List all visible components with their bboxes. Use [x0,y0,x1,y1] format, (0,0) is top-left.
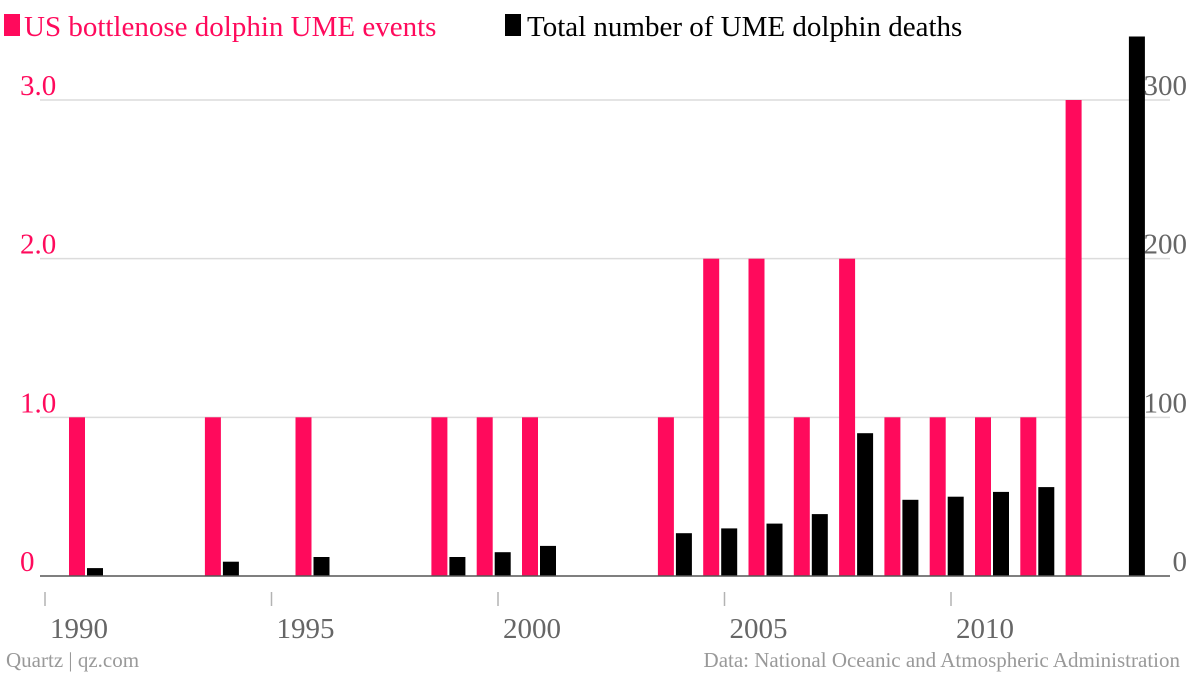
bar-events-2003 [657,417,674,576]
bar-events-2007 [839,258,856,576]
bar-deaths-1990 [87,568,103,576]
y-axis-left-labels: 0 1.0 2.0 3.0 [20,70,56,578]
y-right-tick-label: 200 [1144,229,1188,261]
bar-events-2012 [1065,100,1082,576]
bar-deaths-2000 [540,545,556,576]
legend-swatch-events [4,14,20,36]
bar-events-2009 [929,417,946,576]
legend-swatch-deaths [505,14,521,36]
bar-deaths-2008 [902,499,919,576]
y-right-tick-label: 100 [1144,387,1188,419]
bar-deaths-2010 [993,491,1009,576]
bar-deaths-2007 [857,433,874,576]
bar-events-1990 [69,417,85,576]
bar-events-2008 [884,417,901,576]
bar-events-2004 [703,258,720,576]
legend-label-deaths: Total number of UME dolphin deaths [527,11,962,43]
legend: US bottlenose dolphin UME events Total n… [4,11,962,43]
x-axis: 1990 1995 2000 2005 2010 [44,592,1014,645]
bar-deaths-2003 [675,533,692,576]
y-right-tick-label: 0 [1173,546,1188,578]
x-tick-label: 2010 [956,613,1014,645]
y-left-tick-label: 2.0 [20,229,56,261]
bar-deaths-1993 [222,561,239,576]
source-left: Quartz | qz.com [6,648,139,672]
bar-events-2010 [975,417,991,576]
bar-events-2011 [1020,417,1037,576]
x-tick-label: 1995 [277,613,335,645]
bar-deaths-2009 [947,496,964,576]
bar-deaths-2006 [811,514,828,576]
bar-events-2006 [793,417,810,576]
footer: Quartz | qz.com Data: National Oceanic a… [6,648,1180,672]
bar-events-1993 [204,417,221,576]
x-tick-label: 1990 [50,613,108,645]
x-tick-label: 2005 [730,613,788,645]
source-right: Data: National Oceanic and Atmospheric A… [704,648,1181,672]
bar-deaths-2013 [1128,36,1145,576]
bar-deaths-1999 [494,552,511,576]
legend-label-events: US bottlenose dolphin UME events [24,11,436,43]
bar-deaths-1998 [449,557,466,576]
y-left-tick-label: 0 [20,546,35,578]
bars [69,36,1145,576]
bar-deaths-2004 [721,528,738,576]
bar-deaths-1995 [313,557,330,576]
bar-deaths-2011 [1038,487,1055,576]
gridlines [40,99,1170,419]
y-left-tick-label: 1.0 [20,387,56,419]
bar-events-2000 [522,417,538,576]
bar-deaths-2005 [766,523,783,576]
y-axis-right-labels: 0 100 200 300 [1144,70,1188,578]
y-left-tick-label: 3.0 [20,70,56,102]
bar-events-1999 [476,417,493,576]
bar-events-1995 [295,417,312,576]
y-right-tick-label: 300 [1144,70,1188,102]
x-tick-label: 2000 [503,613,561,645]
bar-events-2005 [748,258,765,576]
bar-events-1998 [431,417,448,576]
